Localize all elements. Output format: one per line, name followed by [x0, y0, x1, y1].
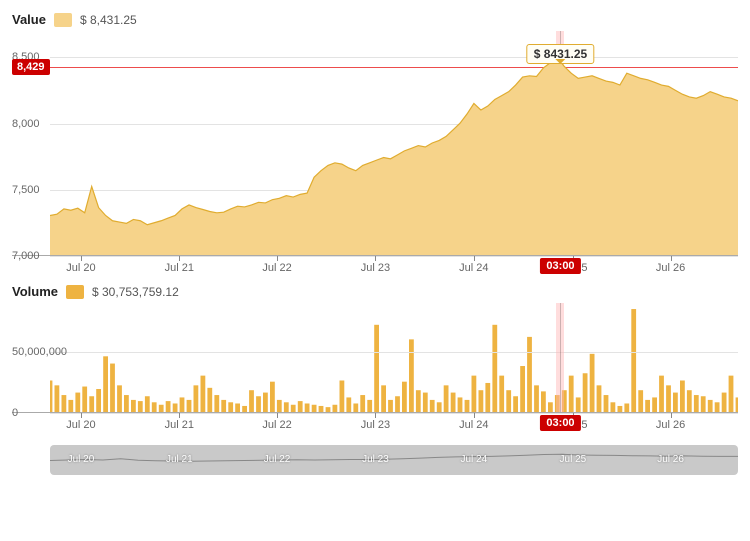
- navigator-sparkline: [50, 445, 738, 475]
- y-tick-label: 7,000: [12, 250, 40, 262]
- x-tick: [81, 413, 82, 418]
- gridline: [50, 352, 738, 353]
- volume-x-axis: Jul 20Jul 21Jul 22Jul 23Jul 24Jul 25Jul …: [50, 413, 738, 435]
- x-tick: [179, 413, 180, 418]
- value-legend-value: $ 8,431.25: [80, 13, 137, 27]
- crosshair-line: [560, 303, 561, 412]
- x-tick: [179, 256, 180, 261]
- value-legend: Value $ 8,431.25: [12, 12, 738, 27]
- x-tick-label: Jul 26: [656, 419, 685, 431]
- x-tick-label: Jul 20: [66, 419, 95, 431]
- navigator-tick-label: Jul 25: [560, 454, 587, 465]
- x-tick: [474, 256, 475, 261]
- volume-bars-svg: [50, 303, 738, 412]
- value-x-axis: Jul 20Jul 21Jul 22Jul 23Jul 24Jul 25Jul …: [50, 256, 738, 278]
- value-tooltip: $ 8431.25: [527, 44, 594, 64]
- x-tick-label: Jul 22: [262, 419, 291, 431]
- navigator-tick-label: Jul 23: [362, 454, 389, 465]
- navigator-tick-label: Jul 21: [166, 454, 193, 465]
- volume-legend-swatch: [66, 285, 84, 299]
- value-plot-area: $ 8431.25: [50, 31, 738, 255]
- navigator-tick-label: Jul 22: [264, 454, 291, 465]
- x-tick: [81, 256, 82, 261]
- y-tick-label: 7,500: [12, 184, 40, 196]
- x-tick-label: Jul 21: [165, 419, 194, 431]
- y-tick-label: 0: [12, 407, 18, 419]
- time-crosshair-badge: 03:00: [540, 258, 580, 274]
- x-tick: [474, 413, 475, 418]
- x-tick: [277, 256, 278, 261]
- x-tick: [375, 256, 376, 261]
- value-legend-label: Value: [12, 12, 46, 27]
- value-area-svg: [50, 31, 738, 255]
- value-legend-swatch: [54, 13, 72, 27]
- x-tick-label: Jul 23: [361, 419, 390, 431]
- volume-plot-area: [50, 303, 738, 412]
- navigator-tick-label: Jul 26: [657, 454, 684, 465]
- x-tick-label: Jul 24: [459, 262, 488, 274]
- x-tick-label: Jul 26: [656, 262, 685, 274]
- x-tick-label: Jul 22: [262, 262, 291, 274]
- y-tick-label: 50,000,000: [12, 346, 67, 358]
- volume-legend: Volume $ 30,753,759.12: [12, 284, 738, 299]
- navigator-tick-label: Jul 24: [460, 454, 487, 465]
- volume-chart[interactable]: 050,000,000: [12, 303, 738, 413]
- volume-legend-label: Volume: [12, 284, 58, 299]
- x-tick-label: Jul 21: [165, 262, 194, 274]
- y-tick-label: 8,000: [12, 118, 40, 130]
- navigator-tick-label: Jul 20: [68, 454, 95, 465]
- marker-value-badge: 8,429: [12, 59, 50, 75]
- x-tick: [671, 413, 672, 418]
- value-chart[interactable]: $ 8431.25 7,0007,5008,0008,5008,429: [12, 31, 738, 256]
- x-tick-label: Jul 23: [361, 262, 390, 274]
- navigator-scrollbar[interactable]: Jul 20 Jul 21 Jul 22 Jul 23 Jul 24 Jul 25 Jul …: [50, 445, 738, 475]
- x-tick: [277, 413, 278, 418]
- x-tick: [375, 413, 376, 418]
- x-tick: [671, 256, 672, 261]
- volume-legend-value: $ 30,753,759.12: [92, 285, 179, 299]
- x-tick-label: Jul 20: [66, 262, 95, 274]
- time-crosshair-badge: 03:00: [540, 415, 580, 431]
- x-tick-label: Jul 24: [459, 419, 488, 431]
